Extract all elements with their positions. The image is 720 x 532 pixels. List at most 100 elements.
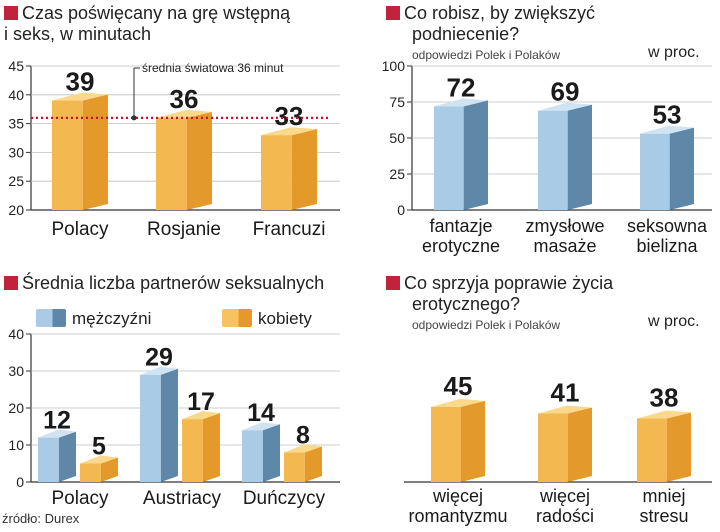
panel4-title-line1: Co sprzyja poprawie życia xyxy=(404,273,614,293)
c1-tick-label: 45 xyxy=(8,58,24,74)
c2-tick-label: 25 xyxy=(389,166,405,182)
panel4-subnote: odpowiedzi Polek i Polaków xyxy=(412,318,561,332)
c1-value-label: 33 xyxy=(275,101,304,131)
c3-value-label: 8 xyxy=(296,421,310,449)
panel1-title-line1: Czas poświęcany na grę wstępną xyxy=(22,3,291,23)
c3-bar-side xyxy=(100,457,118,482)
legend-men-label: mężczyźni xyxy=(72,309,152,328)
c1-bar-side xyxy=(82,94,108,210)
panel4-title: Co sprzyja poprawie życia erotycznego? xyxy=(386,273,613,315)
c4-category-label: radości xyxy=(536,506,594,526)
c1-category-label: Francuzi xyxy=(253,219,326,240)
c1-tick-label: 25 xyxy=(8,173,24,189)
panel2-subnote: odpowiedzi Polek i Polaków xyxy=(412,48,561,62)
c1-bar-top xyxy=(52,92,108,101)
c3-bar-top xyxy=(140,366,178,375)
c2-value-label: 69 xyxy=(551,77,580,107)
c2-bar-side xyxy=(463,100,488,210)
c2-category-label: bielizna xyxy=(636,236,698,256)
legend-women-swatch xyxy=(222,309,252,327)
c3-tick-label: 20 xyxy=(8,400,24,416)
c3-bar-front xyxy=(80,463,101,482)
c4-bar-front xyxy=(637,418,667,482)
c3-tick-label: 0 xyxy=(16,474,24,490)
panel3-title: Średnia liczba partnerów seksualnych xyxy=(4,273,324,294)
c1-tick-label: 20 xyxy=(8,202,24,218)
c4-bar-side xyxy=(567,407,592,482)
c1-value-label: 36 xyxy=(170,84,199,114)
title-square-icon xyxy=(4,6,18,20)
c4-value-label: 38 xyxy=(650,383,679,413)
c3-value-label: 17 xyxy=(187,388,215,416)
c1-tick-label: 40 xyxy=(8,87,24,103)
c2-value-label: 53 xyxy=(653,100,682,130)
c3-category-label: Austriacy xyxy=(143,488,222,509)
panel4-title-line2: erotycznego? xyxy=(412,294,521,314)
c4-category-label: romantyzmu xyxy=(408,506,507,526)
c2-bar-side xyxy=(669,127,694,210)
c1-value-label: 39 xyxy=(66,67,95,97)
c4-bar-top xyxy=(538,405,592,414)
c3-bar-front xyxy=(140,374,161,482)
c4-category-label: stresu xyxy=(639,506,688,526)
c1-tick-label: 30 xyxy=(8,144,24,160)
c2-bar-front xyxy=(640,133,670,210)
c3-value-label: 29 xyxy=(145,344,173,372)
c3-category-label: Polacy xyxy=(51,488,109,509)
c1-bar-top xyxy=(156,109,212,118)
c4-category-label: mniej xyxy=(642,486,685,506)
c2-bar-top xyxy=(538,102,592,111)
c3-bar-front xyxy=(38,437,59,482)
c2-tick-label: 100 xyxy=(382,58,406,74)
c2-tick-label: 0 xyxy=(397,202,405,218)
c2-tick-label: 50 xyxy=(389,130,405,146)
c1-bar-side xyxy=(291,129,317,210)
title-square-icon xyxy=(4,276,18,290)
c3-bar-side xyxy=(304,446,322,482)
c2-bar-top xyxy=(640,125,694,134)
c2-bar-side xyxy=(567,104,592,210)
c2-bar-front xyxy=(434,106,464,210)
c1-annotation-dot xyxy=(131,115,137,121)
c2-tick-label: 75 xyxy=(389,94,405,110)
c1-tick-label: 35 xyxy=(8,116,24,132)
panel1-title-line2: i seks, w minutach xyxy=(4,24,152,44)
legend-women-label: kobiety xyxy=(258,309,312,328)
panel2-title-line1: Co robisz, by zwiększyć xyxy=(404,3,596,23)
c2-value-label: 72 xyxy=(447,72,476,102)
c3-bar-top xyxy=(242,422,280,431)
c1-annotation-label: średnia światowa 36 minut xyxy=(142,61,284,75)
c4-bar-top xyxy=(637,410,691,419)
c4-category-label: więcej xyxy=(432,486,483,506)
panel2-title: Co robisz, by zwiększyć podniecenie? xyxy=(386,3,595,45)
c1-category-label: Rosjanie xyxy=(147,219,221,240)
c3-tick-label: 10 xyxy=(8,437,24,453)
c3-value-label: 12 xyxy=(43,407,71,435)
panel1-title: Czas poświęcany na grę wstępną i seks, w… xyxy=(4,3,290,45)
c2-category-label: masaże xyxy=(533,236,596,256)
c3-category-label: Duńczycy xyxy=(243,488,326,509)
c2-bar-top xyxy=(434,98,488,107)
c1-bar-front xyxy=(261,135,292,210)
source-note: źródło: Durex xyxy=(2,511,80,526)
c4-category-label: więcej xyxy=(539,486,590,506)
c3-tick-label: 30 xyxy=(8,363,24,379)
c3-bar-top xyxy=(38,429,76,438)
c4-value-label: 45 xyxy=(444,371,473,401)
c3-bar-front xyxy=(182,419,203,482)
c2-category-label: fantazje xyxy=(429,216,492,236)
c4-bar-side xyxy=(666,412,691,482)
c3-bar-side xyxy=(160,368,178,482)
legend-women: kobiety xyxy=(222,309,312,329)
legend-men: mężczyźni xyxy=(36,309,151,329)
c3-bar-front xyxy=(242,430,263,482)
title-square-icon xyxy=(386,276,400,290)
c2-category-label: erotyczne xyxy=(422,236,500,256)
c4-bar-front xyxy=(431,406,461,482)
c1-bar-side xyxy=(186,111,212,210)
panel2-title-line2: podniecenie? xyxy=(412,24,520,44)
c2-category-label: zmysłowe xyxy=(525,216,604,236)
c2-bar-front xyxy=(538,110,568,210)
c3-bar-side xyxy=(262,424,280,482)
